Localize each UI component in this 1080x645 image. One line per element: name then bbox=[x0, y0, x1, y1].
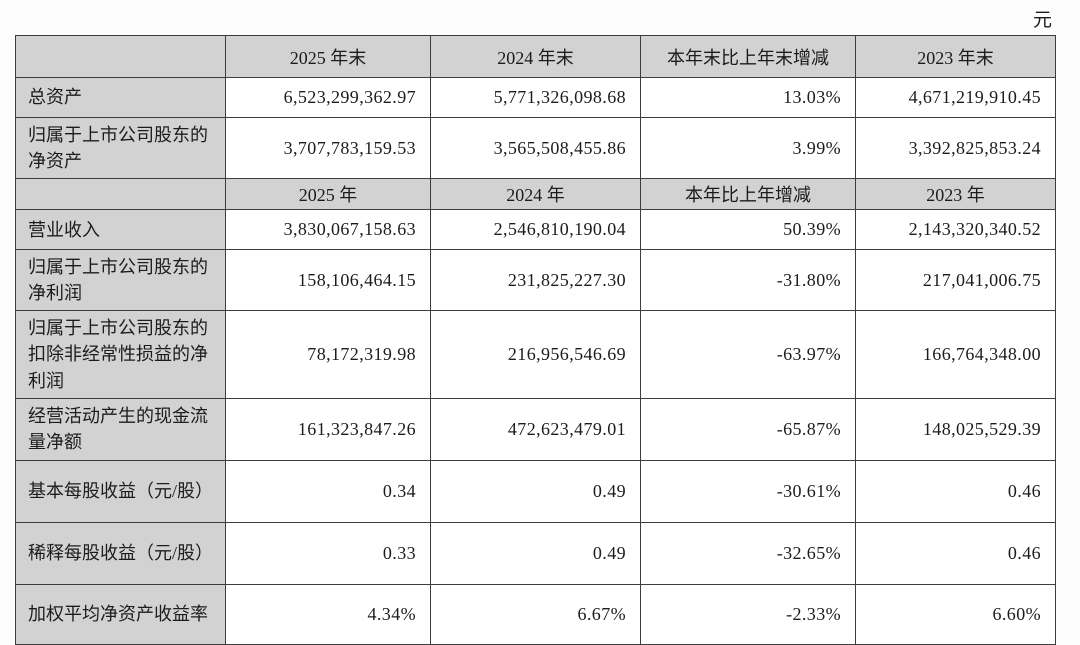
cell-value: 6.60% bbox=[855, 583, 1056, 645]
cell-value: 4.34% bbox=[225, 583, 431, 645]
cell-value: 6.67% bbox=[430, 583, 641, 645]
table-row: 归属于上市公司股东的净资产 3,707,783,159.53 3,565,508… bbox=[15, 116, 1056, 180]
cell-value: 50.39% bbox=[640, 209, 856, 251]
header-2025-year-end: 2025 年末 bbox=[225, 35, 431, 78]
row-label-diluted-eps: 稀释每股收益（元/股） bbox=[15, 521, 226, 585]
cell-value: 217,041,006.75 bbox=[855, 249, 1056, 312]
table-row: 总资产 6,523,299,362.97 5,771,326,098.68 13… bbox=[15, 77, 1056, 118]
header-yoy-change-year-end: 本年末比上年末增减 bbox=[640, 35, 856, 78]
cell-value: 2,546,810,190.04 bbox=[430, 209, 641, 251]
cell-value: 166,764,348.00 bbox=[855, 310, 1056, 399]
row-label-basic-eps: 基本每股收益（元/股） bbox=[15, 459, 226, 523]
table-row: 基本每股收益（元/股） 0.34 0.49 -30.61% 0.46 bbox=[15, 459, 1056, 523]
cell-value: 6,523,299,362.97 bbox=[225, 77, 431, 118]
cell-value: 148,025,529.39 bbox=[855, 397, 1056, 461]
cell-value: 3,707,783,159.53 bbox=[225, 116, 431, 180]
cell-value: 0.34 bbox=[225, 459, 431, 523]
cell-value: -2.33% bbox=[640, 583, 856, 645]
cell-value: 158,106,464.15 bbox=[225, 249, 431, 312]
row-label-net-profit-excl-non-recurring: 归属于上市公司股东的扣除非经常性损益的净利润 bbox=[15, 310, 226, 399]
cell-value: 472,623,479.01 bbox=[430, 397, 641, 461]
header-yoy-change-year: 本年比上年增减 bbox=[640, 178, 856, 211]
cell-value: 3,830,067,158.63 bbox=[225, 209, 431, 251]
cell-value: 0.46 bbox=[855, 521, 1056, 585]
row-label-weighted-avg-roe: 加权平均净资产收益率 bbox=[15, 583, 226, 645]
table-row: 加权平均净资产收益率 4.34% 6.67% -2.33% 6.60% bbox=[15, 583, 1056, 645]
cell-value: -63.97% bbox=[640, 310, 856, 399]
cell-value: 78,172,319.98 bbox=[225, 310, 431, 399]
table-row: 归属于上市公司股东的扣除非经常性损益的净利润 78,172,319.98 216… bbox=[15, 310, 1056, 399]
table-row: 2025 年末 2024 年末 本年末比上年末增减 2023 年末 bbox=[15, 35, 1056, 78]
cell-value: 4,671,219,910.45 bbox=[855, 77, 1056, 118]
table-row: 2025 年 2024 年 本年比上年增减 2023 年 bbox=[15, 178, 1056, 211]
header-corner-cell bbox=[15, 35, 226, 78]
row-label-net-assets-attributable: 归属于上市公司股东的净资产 bbox=[15, 116, 226, 180]
cell-value: 3,392,825,853.24 bbox=[855, 116, 1056, 180]
row-label-net-profit-attributable: 归属于上市公司股东的净利润 bbox=[15, 249, 226, 312]
header-corner-cell bbox=[15, 178, 226, 211]
header-2024-year: 2024 年 bbox=[430, 178, 641, 211]
row-label-total-assets: 总资产 bbox=[15, 77, 226, 118]
row-label-operating-revenue: 营业收入 bbox=[15, 209, 226, 251]
cell-value: 231,825,227.30 bbox=[430, 249, 641, 312]
cell-value: 13.03% bbox=[640, 77, 856, 118]
header-2025-year: 2025 年 bbox=[225, 178, 431, 211]
cell-value: 3,565,508,455.86 bbox=[430, 116, 641, 180]
cell-value: -31.80% bbox=[640, 249, 856, 312]
cell-value: 0.33 bbox=[225, 521, 431, 585]
cell-value: 0.46 bbox=[855, 459, 1056, 523]
cell-value: 2,143,320,340.52 bbox=[855, 209, 1056, 251]
cell-value: 161,323,847.26 bbox=[225, 397, 431, 461]
cell-value: 0.49 bbox=[430, 521, 641, 585]
header-2024-year-end: 2024 年末 bbox=[430, 35, 641, 78]
cell-value: -65.87% bbox=[640, 397, 856, 461]
cell-value: 216,956,546.69 bbox=[430, 310, 641, 399]
header-2023-year-end: 2023 年末 bbox=[855, 35, 1056, 78]
table-row: 归属于上市公司股东的净利润 158,106,464.15 231,825,227… bbox=[15, 249, 1056, 312]
table-row: 稀释每股收益（元/股） 0.33 0.49 -32.65% 0.46 bbox=[15, 521, 1056, 585]
row-label-operating-cash-flow: 经营活动产生的现金流量净额 bbox=[15, 397, 226, 461]
cell-value: -30.61% bbox=[640, 459, 856, 523]
table-row: 经营活动产生的现金流量净额 161,323,847.26 472,623,479… bbox=[15, 397, 1056, 461]
cell-value: 3.99% bbox=[640, 116, 856, 180]
cell-value: -32.65% bbox=[640, 521, 856, 585]
financial-summary-table: 2025 年末 2024 年末 本年末比上年末增减 2023 年末 总资产 6,… bbox=[15, 35, 1056, 645]
table-row: 营业收入 3,830,067,158.63 2,546,810,190.04 5… bbox=[15, 209, 1056, 251]
unit-label: 元 bbox=[1032, 10, 1053, 31]
cell-value: 5,771,326,098.68 bbox=[430, 77, 641, 118]
header-2023-year: 2023 年 bbox=[855, 178, 1056, 211]
cell-value: 0.49 bbox=[430, 459, 641, 523]
